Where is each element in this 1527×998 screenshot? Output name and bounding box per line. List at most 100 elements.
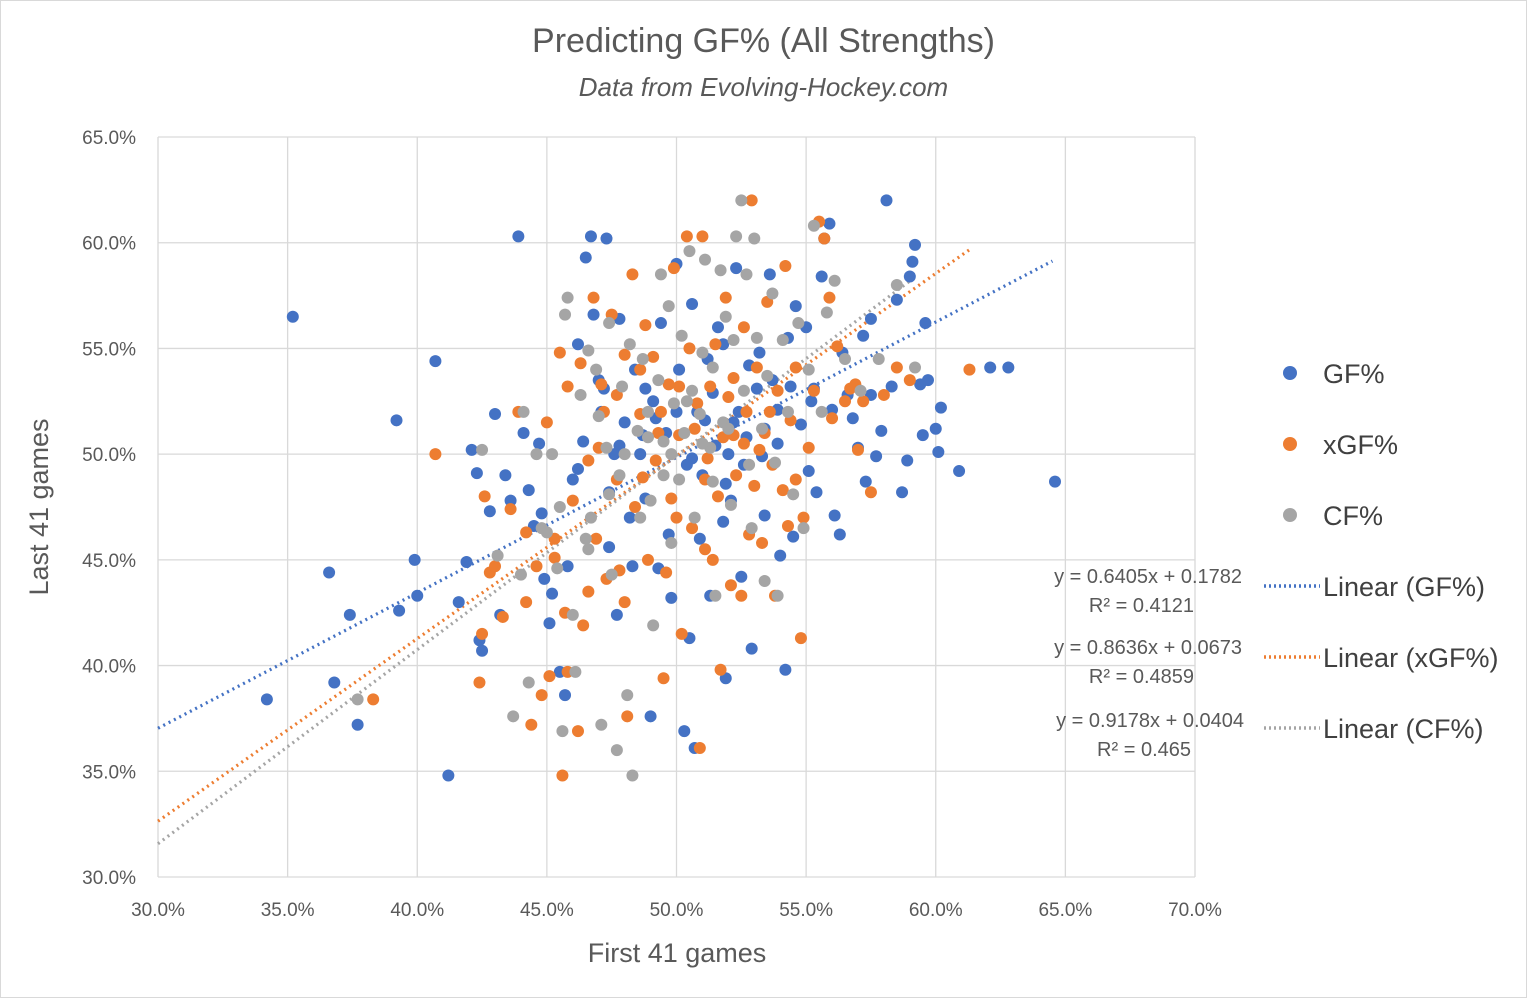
y-tick-label: 30.0% (82, 868, 136, 889)
point-xgf (709, 338, 722, 351)
point-gf (686, 298, 699, 311)
point-xgf (657, 672, 670, 685)
point-xgf (877, 388, 890, 401)
point-cf (641, 431, 654, 444)
point-cf (797, 522, 810, 535)
point-cf (709, 589, 722, 602)
point-xgf (831, 340, 844, 353)
point-gf (846, 412, 859, 425)
point-gf (717, 515, 730, 528)
point-cf (727, 333, 740, 346)
point-cf (740, 268, 753, 281)
point-xgf (802, 441, 815, 454)
point-gf (779, 663, 792, 676)
point-cf (719, 310, 732, 323)
point-cf (605, 568, 618, 581)
point-gf (719, 477, 732, 490)
point-cf (579, 532, 592, 545)
y-tick-label: 60.0% (82, 234, 136, 255)
point-xgf (789, 473, 802, 486)
point-xgf (543, 670, 556, 683)
point-xgf (473, 676, 486, 689)
point-xgf (574, 357, 587, 370)
point-cf (756, 422, 769, 435)
point-gf (916, 429, 929, 442)
point-cf (582, 543, 595, 556)
point-xgf (662, 378, 675, 391)
point-cf (636, 353, 649, 365)
point-xgf (807, 384, 820, 397)
point-cf (730, 230, 743, 243)
point-cf (574, 388, 587, 401)
point-xgf (667, 262, 680, 275)
point-xgf (478, 490, 491, 503)
point-cf (569, 665, 582, 678)
point-gf (711, 321, 724, 334)
point-xgf (535, 689, 548, 702)
point-gf (512, 230, 525, 243)
point-xgf (789, 361, 802, 374)
point-xgf (727, 372, 740, 385)
point-cf (815, 405, 828, 418)
point-cf (522, 676, 535, 689)
point-gf (771, 437, 784, 450)
point-gf (984, 361, 997, 374)
point-xgf (660, 566, 673, 579)
point-cf (610, 744, 623, 757)
point-cf (854, 384, 867, 397)
point-xgf (582, 585, 595, 598)
point-cf (603, 317, 616, 330)
point-xgf (641, 553, 654, 566)
point-cf (743, 458, 756, 471)
point-gf (805, 395, 818, 408)
point-xgf (686, 522, 699, 535)
point-cf (561, 291, 574, 304)
point-cf (667, 397, 680, 410)
point-xgf (704, 380, 717, 393)
point-gf (750, 382, 763, 395)
point-gf (903, 270, 916, 283)
y-tick-label: 45.0% (82, 551, 136, 572)
point-gf (929, 422, 942, 435)
point-xgf (556, 769, 569, 782)
point-gf (823, 217, 836, 230)
point-cf (781, 405, 794, 418)
point-cf (553, 501, 566, 513)
point-cf (807, 219, 820, 232)
point-xgf (779, 259, 792, 272)
point-gf (634, 448, 647, 461)
point-xgf (763, 405, 776, 418)
point-gf (543, 617, 556, 630)
point-cf (621, 689, 634, 702)
point-xgf (540, 416, 553, 429)
point-xgf (626, 268, 639, 281)
point-xgf (582, 454, 595, 467)
point-cf (699, 253, 712, 266)
point-cf (680, 395, 693, 408)
point-gf (909, 238, 922, 251)
point-gf (1049, 475, 1062, 488)
legend-marker-cf (1283, 508, 1297, 522)
point-xgf (673, 380, 686, 393)
point-xgf (864, 486, 877, 499)
point-cf (693, 407, 706, 420)
point-cf (590, 363, 603, 376)
point-xgf (711, 490, 724, 503)
point-gf (260, 693, 273, 706)
point-gf (647, 395, 660, 408)
legend-label-cf: CF% (1323, 501, 1383, 531)
r-squared-cf: R² = 0.465 (1097, 739, 1191, 761)
point-gf (810, 486, 823, 499)
point-gf (411, 589, 424, 602)
point-cf (706, 361, 719, 374)
point-xgf (530, 560, 543, 573)
point-cf (771, 589, 784, 602)
point-gf (603, 541, 616, 554)
point-cf (802, 363, 815, 376)
point-cf (766, 287, 779, 300)
point-gf (722, 448, 735, 461)
x-tick-label: 50.0% (650, 900, 704, 921)
point-cf (696, 437, 709, 450)
point-xgf (706, 553, 719, 566)
point-cf (654, 268, 667, 281)
